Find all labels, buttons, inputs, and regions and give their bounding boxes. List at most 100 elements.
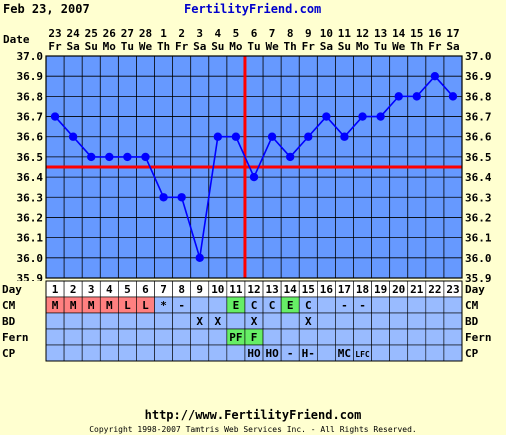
table-cell [118,328,137,346]
temperature-point [195,253,204,263]
row-label-right: Day [465,283,485,296]
table-cell-text: HO [265,347,279,360]
table-cell [208,344,228,362]
x-tick-weekday: Fr [428,40,442,53]
x-tick-weekday: Sa [67,40,80,53]
y-tick-label-right: 37.0 [465,50,492,63]
table-cell [45,328,65,346]
row-label-right: Fern [465,331,492,344]
table-cell [63,344,83,362]
day-number: 5 [124,283,131,296]
table-cell [154,312,173,330]
row-label-bg [0,297,46,313]
y-tick-label-right: 36.8 [465,90,492,103]
row-label-right: CP [465,347,479,360]
x-tick-date: 5 [233,27,240,40]
day-number: 2 [70,283,77,296]
y-tick-label-left: 36.6 [17,131,44,144]
temperature-line-segment [416,75,436,97]
table-cell [226,344,246,362]
row-label-left: CM [2,299,16,312]
site-link[interactable]: FertilityFriend.com [184,2,322,16]
table-cell-text: M [70,299,77,312]
temperature-line-segment [180,197,201,259]
temperature-line-segment [271,136,291,158]
table-cell [118,344,137,362]
day-number: 7 [160,283,167,296]
temperature-point [141,152,150,162]
day-number: 18 [356,283,369,296]
y-tick-label-left: 36.3 [17,191,44,204]
y-tick-label-left: 36.4 [17,171,44,184]
temperature-point [231,132,241,141]
day-number: 16 [320,283,334,296]
table-cell [262,312,282,330]
table-cell [317,296,336,314]
table-cell [154,328,173,346]
x-tick-date: 24 [67,27,81,40]
x-tick-weekday: Tu [121,40,134,53]
table-cell [443,344,463,362]
x-tick-date: 8 [287,27,294,40]
temperature-point [448,92,458,101]
temperature-line-segment [434,75,454,97]
temperature-line-segment [253,136,273,178]
chart-date: Feb 23, 2007 [3,2,90,16]
temperature-point [412,92,421,101]
y-tick-label-right: 36.2 [465,211,492,224]
x-tick-weekday: Sa [193,40,206,53]
table-cell-text: X [215,315,222,328]
table-cell [425,344,445,362]
x-tick-weekday: We [139,40,153,53]
table-cell [389,296,409,314]
row-label-left: BD [2,315,16,328]
table-cell [425,328,445,346]
y-tick-label-right: 36.5 [465,151,492,164]
temperature-line-segment [144,156,165,198]
table-cell-text: M [52,299,59,312]
y-tick-label-right: 36.3 [465,191,492,204]
table-cell-text: - [341,299,348,312]
temperature-line-segment [235,136,255,178]
y-tick-label-left: 36.5 [17,151,44,164]
table-cell [298,328,318,346]
y-tick-label-right: 36.6 [465,131,492,144]
temperature-line-segment [54,116,74,138]
temperature-line-segment [307,116,327,138]
y-tick-label-right: 35.9 [465,272,492,285]
x-tick-date: 28 [139,27,152,40]
x-tick-date: 27 [121,27,134,40]
table-cell-text: C [269,299,276,312]
table-cell [45,344,65,362]
table-border [45,280,463,362]
table-cell-text: - [178,299,185,312]
x-tick-date: 26 [103,27,117,40]
plot-border [45,55,463,279]
table-cell-text: L [142,299,149,312]
table-cell [389,328,409,346]
table-cell [280,312,300,330]
table-cell [136,312,155,330]
x-tick-weekday: Th [157,40,170,53]
table-cell [81,344,101,362]
footer-url[interactable]: http://www.FertilityFriend.com [144,408,362,422]
row-label-left: Fern [2,331,29,344]
table-cell [407,312,427,330]
table-cell-text: LFC [355,350,370,359]
temperature-line-segment [72,136,92,158]
temperature-line-segment [380,95,400,118]
table-cell [389,312,409,330]
temperature-point [249,172,259,182]
x-tick-weekday: Fr [175,40,189,53]
day-number: 20 [392,283,405,296]
day-number: 1 [52,283,59,296]
y-tick-label-left: 36.1 [17,232,44,245]
temperature-line-segment [325,116,346,138]
x-tick-date: 9 [305,27,312,40]
y-tick-label-left: 36.8 [17,90,44,103]
x-tick-date: 14 [392,27,406,40]
x-tick-date: 11 [338,27,352,40]
table-cell [353,328,372,346]
table-cell [208,328,228,346]
